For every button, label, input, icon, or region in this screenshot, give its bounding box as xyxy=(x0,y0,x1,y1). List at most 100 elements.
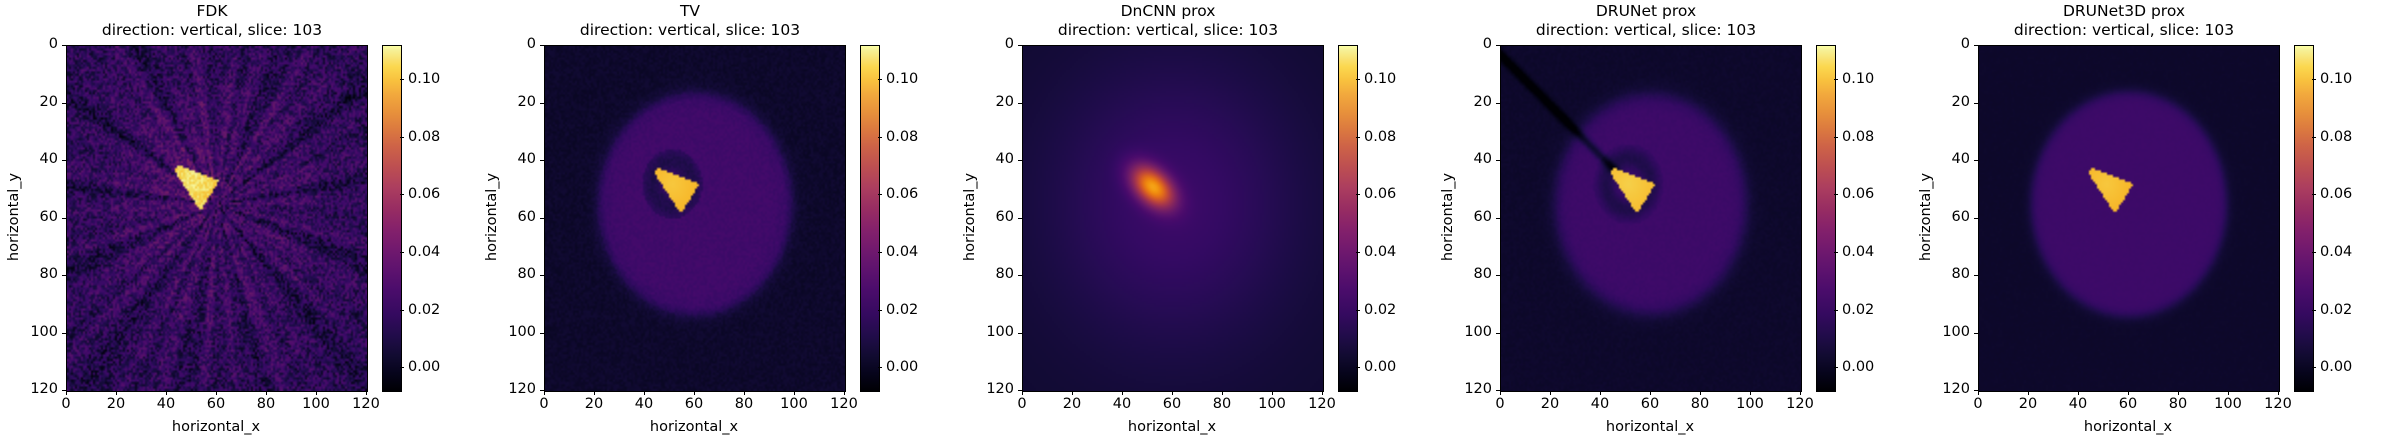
y-tick-mark xyxy=(1018,390,1022,391)
y-axis-label: horizontal_y xyxy=(6,172,22,262)
colorbar-tick-label: 0.06 xyxy=(2320,186,2353,202)
x-tick-label: 0 xyxy=(1973,396,1983,412)
y-tick-mark xyxy=(62,160,66,161)
panel-title-main: TV xyxy=(679,2,701,20)
y-tick-label: 60 xyxy=(517,209,536,225)
colorbar-tick-label: 0.02 xyxy=(1842,302,1875,318)
x-tick-mark xyxy=(1122,391,1123,395)
y-tick-mark xyxy=(1496,390,1500,391)
x-tick-mark xyxy=(1500,391,1501,395)
colorbar-tick-mark xyxy=(1356,137,1360,138)
x-tick-mark xyxy=(1072,391,1073,395)
y-tick-mark xyxy=(1974,45,1978,46)
y-tick-mark xyxy=(1018,275,1022,276)
colorbar-tick-label: 0.10 xyxy=(886,71,919,87)
x-tick-label: 120 xyxy=(830,396,858,412)
colorbar-tick-label: 0.00 xyxy=(886,359,919,375)
y-tick-label: 80 xyxy=(995,266,1014,282)
colorbar-tick-label: 0.08 xyxy=(2320,129,2353,145)
colorbar-tick-mark xyxy=(2312,194,2316,195)
y-tick-mark xyxy=(1496,333,1500,334)
y-tick-mark xyxy=(1974,390,1978,391)
x-axis-label: horizontal_x xyxy=(649,419,739,435)
y-tick-label: 120 xyxy=(1464,381,1492,397)
colorbar-tick-label: 0.04 xyxy=(408,244,441,260)
x-tick-label: 60 xyxy=(1640,396,1660,412)
heatmap-image-tv xyxy=(545,46,845,391)
y-tick-label: 80 xyxy=(1951,266,1970,282)
y-tick-mark xyxy=(540,390,544,391)
x-tick-mark xyxy=(1750,391,1751,395)
x-tick-label: 40 xyxy=(2068,396,2088,412)
y-tick-mark xyxy=(1496,218,1500,219)
colorbar-tick-mark xyxy=(400,252,404,253)
y-tick-label: 0 xyxy=(48,36,58,52)
y-tick-label: 20 xyxy=(39,94,58,110)
colorbar-tick-mark xyxy=(1356,310,1360,311)
y-tick-label: 60 xyxy=(1473,209,1492,225)
x-tick-label: 20 xyxy=(2018,396,2038,412)
x-tick-label: 100 xyxy=(1736,396,1764,412)
colorbar-tick-label: 0.04 xyxy=(886,244,919,260)
panel-title-subtitle: direction: vertical, slice: 103 xyxy=(2013,20,2235,39)
colorbar-tick-mark xyxy=(400,79,404,80)
panel-title-subtitle: direction: vertical, slice: 103 xyxy=(1535,20,1757,39)
y-tick-mark xyxy=(1018,45,1022,46)
colorbar-tick-mark xyxy=(1834,367,1838,368)
y-tick-mark xyxy=(540,218,544,219)
y-tick-label: 20 xyxy=(1473,94,1492,110)
y-axis-label: horizontal_y xyxy=(484,172,500,262)
y-tick-label: 60 xyxy=(995,209,1014,225)
colorbar-tick-label: 0.02 xyxy=(2320,302,2353,318)
y-tick-label: 100 xyxy=(986,324,1014,340)
colorbar-tick-label: 0.08 xyxy=(408,129,441,145)
x-tick-label: 20 xyxy=(1540,396,1560,412)
colorbar-tick-label: 0.04 xyxy=(1842,244,1875,260)
y-tick-mark xyxy=(540,333,544,334)
colorbar-tick-mark xyxy=(1834,310,1838,311)
x-tick-label: 40 xyxy=(156,396,176,412)
colorbar-tick-label: 0.10 xyxy=(2320,71,2353,87)
x-tick-mark xyxy=(2028,391,2029,395)
y-tick-label: 100 xyxy=(508,324,536,340)
y-tick-label: 100 xyxy=(1464,324,1492,340)
x-tick-label: 100 xyxy=(1258,396,1286,412)
colorbar-tick-label: 0.10 xyxy=(1364,71,1397,87)
colorbar-tick-mark xyxy=(1834,252,1838,253)
colorbar-tick-label: 0.06 xyxy=(1364,186,1397,202)
x-tick-mark xyxy=(1222,391,1223,395)
panel-title-main: DnCNN prox xyxy=(1120,2,1216,20)
y-tick-label: 120 xyxy=(508,381,536,397)
y-tick-mark xyxy=(62,275,66,276)
colorbar-tick-label: 0.08 xyxy=(1842,129,1875,145)
x-tick-mark xyxy=(1322,391,1323,395)
x-tick-mark xyxy=(1800,391,1801,395)
colorbar-tick-mark xyxy=(1356,194,1360,195)
y-tick-label: 40 xyxy=(517,151,536,167)
x-tick-label: 120 xyxy=(352,396,380,412)
panel-title-block: DnCNN prox direction: vertical, slice: 10… xyxy=(956,2,1380,40)
y-tick-mark xyxy=(1018,218,1022,219)
x-tick-mark xyxy=(644,391,645,395)
y-tick-label: 0 xyxy=(526,36,536,52)
colorbar-tick-mark xyxy=(1834,194,1838,195)
y-tick-label: 60 xyxy=(39,209,58,225)
x-tick-mark xyxy=(2278,391,2279,395)
x-tick-mark xyxy=(594,391,595,395)
y-tick-label: 0 xyxy=(1960,36,1970,52)
panel-title-block: FDK direction: vertical, slice: 103 xyxy=(0,2,424,40)
panel-title-block: DRUNet prox direction: vertical, slice: 1… xyxy=(1434,2,1858,40)
axes-fdk xyxy=(66,45,368,392)
panel-title-subtitle: direction: vertical, slice: 103 xyxy=(101,20,323,39)
x-tick-mark xyxy=(1650,391,1651,395)
panel-title-subtitle: direction: vertical, slice: 103 xyxy=(579,20,801,39)
axes-drunet3d-prox xyxy=(1978,45,2280,392)
heatmap-image-drunet-prox xyxy=(1501,46,1801,391)
y-tick-mark xyxy=(1974,160,1978,161)
y-tick-label: 60 xyxy=(1951,209,1970,225)
colorbar-tick-label: 0.06 xyxy=(886,186,919,202)
x-tick-mark xyxy=(1600,391,1601,395)
x-tick-label: 40 xyxy=(1112,396,1132,412)
colorbar-tick-mark xyxy=(2312,79,2316,80)
